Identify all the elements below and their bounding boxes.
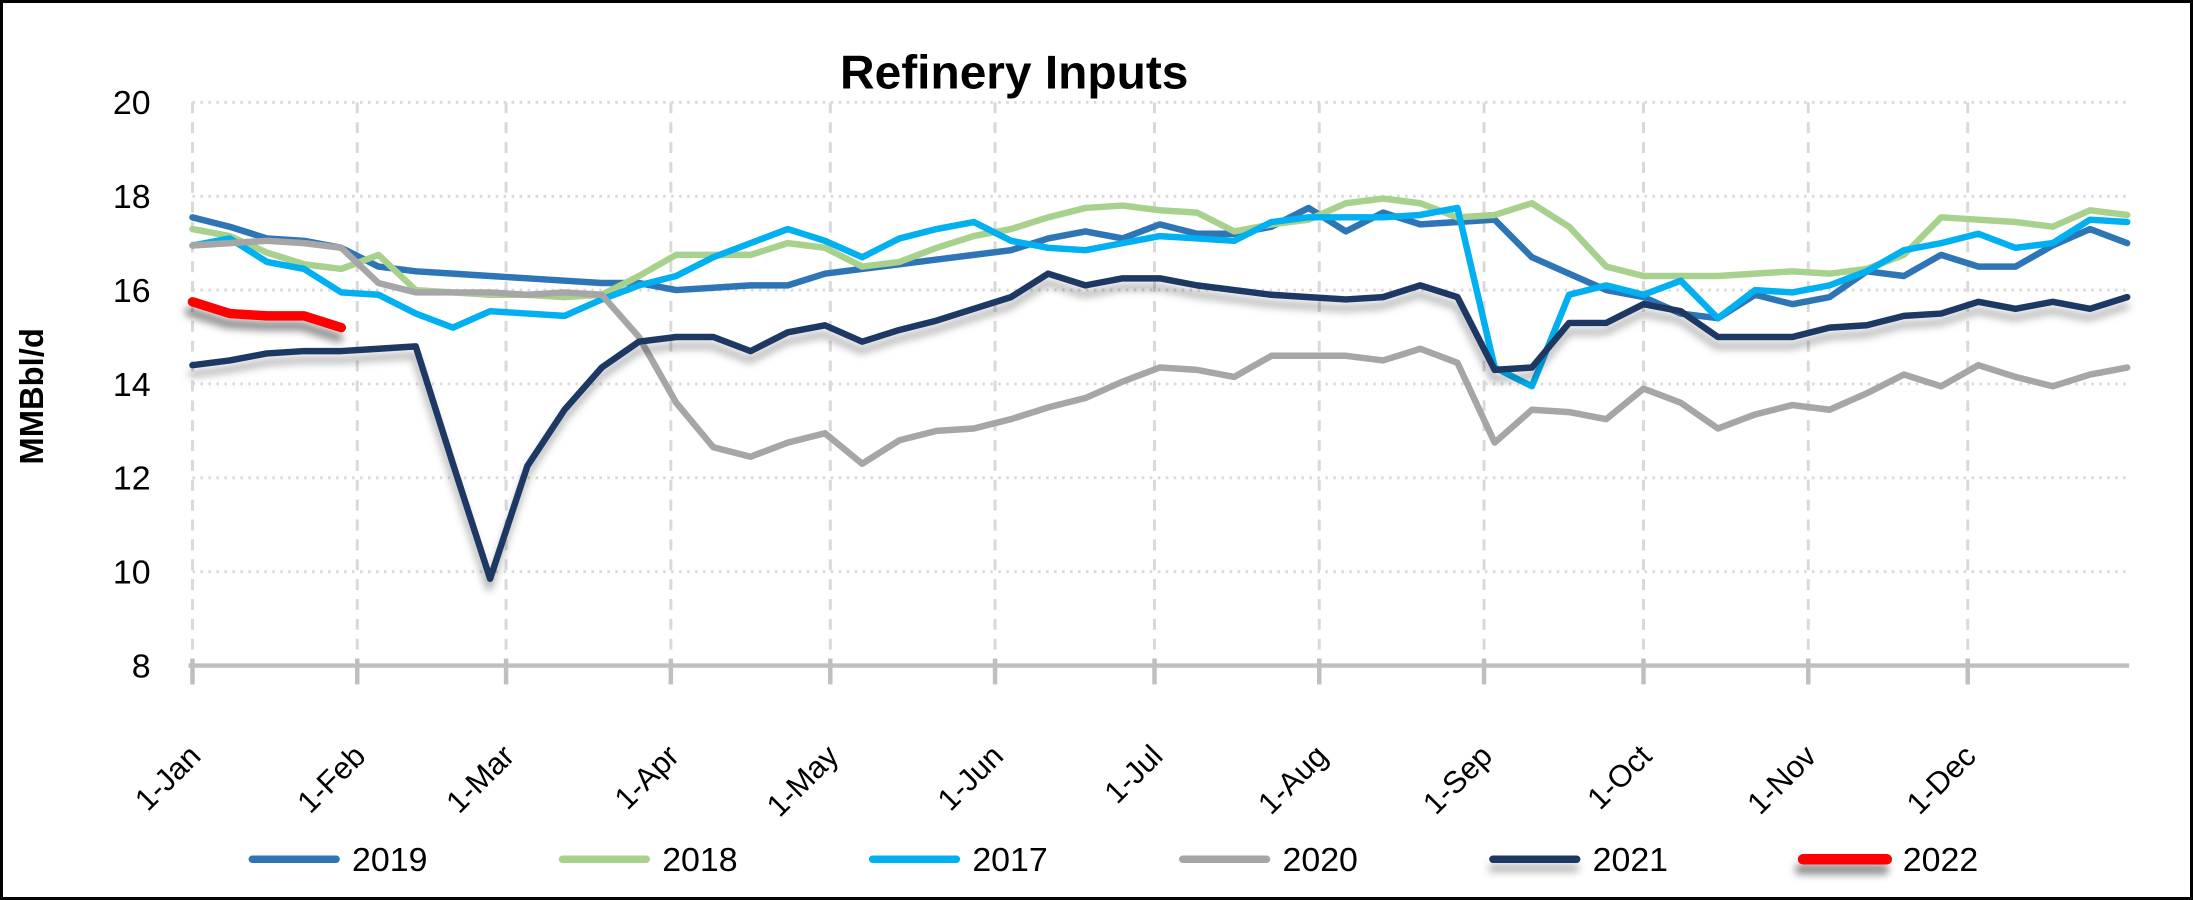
series-lines <box>187 195 2131 582</box>
legend-item-2022: 2022 <box>1797 841 1978 879</box>
x-tick-label-1-Jan: 1-Jan <box>128 738 207 817</box>
y-tick-label-16: 16 <box>113 272 151 310</box>
y-tick-label-8: 8 <box>132 648 151 686</box>
legend-label-2021: 2021 <box>1593 841 1668 879</box>
series-line-2017 <box>189 204 2131 390</box>
legend-label-2020: 2020 <box>1282 841 1357 879</box>
x-tick-label-1-Dec: 1-Dec <box>1900 738 1983 821</box>
legend-label-2018: 2018 <box>662 841 737 879</box>
legend: 2019 2018 2017 2020 2021 2022 <box>248 841 1978 879</box>
y-tick-label-18: 18 <box>113 178 151 216</box>
x-axis <box>188 658 2130 685</box>
y-tick-label-10: 10 <box>113 554 151 592</box>
series-line-2020 <box>189 237 2131 467</box>
x-tick-label-1-Aug: 1-Aug <box>1251 738 1334 821</box>
x-tick-label-1-Jun: 1-Jun <box>931 738 1010 817</box>
x-tick-label-1-Mar: 1-Mar <box>439 738 521 820</box>
y-axis-title: MMBbl/d <box>13 328 50 464</box>
legend-label-2017: 2017 <box>972 841 1047 879</box>
legend-item-2017: 2017 <box>868 841 1048 879</box>
y-tick-label-12: 12 <box>113 460 151 498</box>
gridlines <box>190 100 2128 666</box>
x-tick-label-1-Feb: 1-Feb <box>290 738 372 820</box>
legend-item-2021: 2021 <box>1489 841 1668 879</box>
x-tick-label-1-Sep: 1-Sep <box>1416 738 1499 821</box>
legend-label-2022: 2022 <box>1903 841 1978 879</box>
series-line-2022 <box>187 297 347 333</box>
legend-item-2020: 2020 <box>1179 841 1358 879</box>
x-tick-label-1-Nov: 1-Nov <box>1740 738 1823 821</box>
x-tick-label-1-Oct: 1-Oct <box>1580 738 1659 816</box>
legend-item-2019: 2019 <box>248 841 427 879</box>
chart-title: Refinery Inputs <box>840 47 1188 100</box>
y-tick-label-14: 14 <box>113 366 151 404</box>
y-tick-label-20: 20 <box>113 84 151 122</box>
x-tick-label-1-Apr: 1-Apr <box>608 738 686 816</box>
y-tick-labels: 20 18 16 14 12 10 8 <box>113 84 151 685</box>
x-tick-label-1-May: 1-May <box>760 738 846 824</box>
legend-item-2018: 2018 <box>558 841 738 879</box>
series-line-2019 <box>189 204 2131 322</box>
legend-label-2019: 2019 <box>352 841 427 879</box>
series-line-2021 <box>189 270 2131 582</box>
x-tick-label-1-Jul: 1-Jul <box>1097 738 1169 810</box>
x-tick-labels: 1-Jan 1-Feb 1-Mar 1-Apr 1-May 1-Jun 1-Jul 1-Aug… <box>128 738 1983 824</box>
